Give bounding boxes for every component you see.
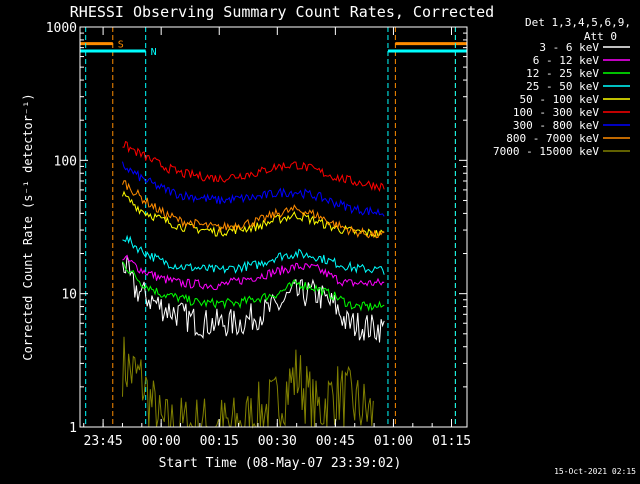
legend-label: 12 - 25 keV — [526, 67, 599, 80]
plot-timestamp: 15-Oct-2021 02:15 — [554, 467, 636, 476]
y-axis: 1 10 100 1000 — [46, 21, 467, 436]
legend-header: Det 1,3,4,5,6,9, Att 0 — [525, 16, 631, 43]
flag-bars: SN — [80, 27, 467, 427]
x-tick-label: 00:00 — [142, 434, 181, 449]
plot-frame — [79, 26, 468, 428]
x-tick-label: 00:15 — [200, 434, 239, 449]
series-line — [122, 161, 385, 217]
series-line — [122, 234, 385, 275]
x-axis-label: Start Time (08-May-07 23:39:02) — [159, 456, 402, 471]
y-tick-label: 10 — [61, 288, 77, 303]
legend-label: 3 - 6 keV — [539, 41, 599, 54]
x-tick-label: 00:30 — [258, 434, 297, 449]
x-axis: 23:45 00:00 00:15 00:30 00:45 01:00 01:15 — [83, 27, 471, 449]
series-line — [122, 180, 385, 239]
legend-label: 100 - 300 keV — [513, 106, 599, 119]
y-tick-label: 100 — [54, 154, 77, 169]
y-axis-label: Corrected Count Rate (s⁻¹ detector⁻¹) — [21, 93, 35, 360]
series-line — [122, 190, 385, 238]
x-tick-label: 23:45 — [84, 434, 123, 449]
legend-label: 25 - 50 keV — [526, 80, 599, 93]
legend-label: 800 - 7000 keV — [506, 132, 599, 145]
legend-label: 50 - 100 keV — [520, 93, 600, 106]
series-line — [122, 261, 385, 312]
x-tick-label: 01:15 — [432, 434, 471, 449]
chart-title: RHESSI Observing Summary Count Rates, Co… — [70, 3, 494, 21]
y-tick-label: 1 — [69, 421, 77, 436]
legend-label: 300 - 800 keV — [513, 119, 599, 132]
x-tick-label: 01:00 — [374, 434, 413, 449]
x-tick-label: 00:45 — [316, 434, 355, 449]
legend-header-attenuator: Att 0 — [584, 30, 617, 43]
series-line — [122, 336, 374, 429]
flag-label-S: S — [118, 40, 124, 51]
legend-header-detectors: Det 1,3,4,5,6,9, — [525, 16, 631, 29]
plot-area: SN — [80, 27, 467, 429]
flag-label-N: N — [151, 47, 157, 58]
legend-label: 7000 - 15000 keV — [493, 145, 599, 158]
series-line — [122, 140, 385, 193]
legend-label: 6 - 12 keV — [533, 54, 600, 67]
y-tick-label: 1000 — [46, 21, 77, 36]
series-layer — [122, 140, 385, 429]
series-line — [122, 254, 385, 291]
series-line — [122, 256, 385, 343]
